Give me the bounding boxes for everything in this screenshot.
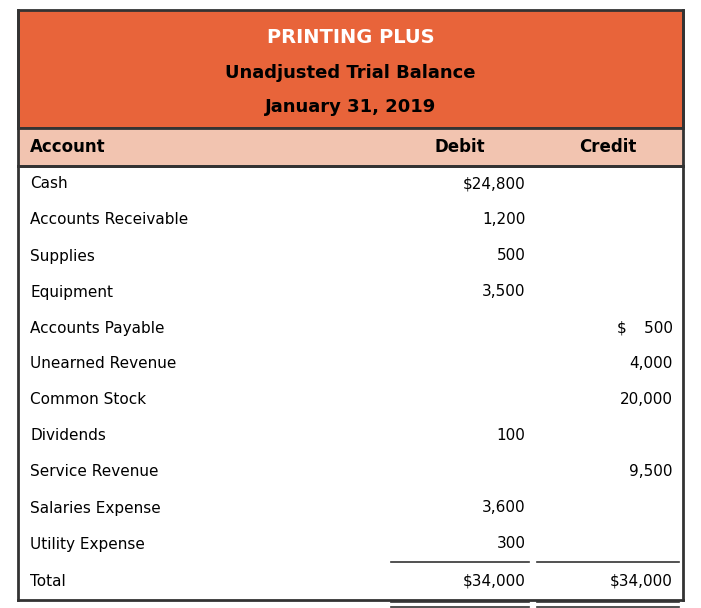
Text: $34,000: $34,000 [610,573,673,589]
Text: 300: 300 [496,536,525,551]
Text: Service Revenue: Service Revenue [30,465,158,480]
Bar [18,128,683,166]
Text: 3,500: 3,500 [482,285,525,300]
Text: 100: 100 [496,429,525,443]
Bar [18,166,683,600]
Bar [18,10,683,128]
Text: Dividends: Dividends [30,429,106,443]
Text: Credit: Credit [580,138,637,156]
Text: 9,500: 9,500 [629,465,673,480]
Text: Supplies: Supplies [30,249,95,263]
Text: Total: Total [30,573,66,589]
Text: $   500: $ 500 [617,320,673,336]
Text: Accounts Receivable: Accounts Receivable [30,213,189,227]
Text: Common Stock: Common Stock [30,393,146,407]
Text: Cash: Cash [30,176,67,192]
Text: 1,200: 1,200 [482,213,525,227]
Text: Unearned Revenue: Unearned Revenue [30,356,177,371]
Text: PRINTING PLUS: PRINTING PLUS [266,27,435,47]
Text: Debit: Debit [435,138,486,156]
Text: Equipment: Equipment [30,285,113,300]
Text: Unadjusted Trial Balance: Unadjusted Trial Balance [225,64,476,81]
Text: Utility Expense: Utility Expense [30,536,145,551]
Text: $24,800: $24,800 [463,176,525,192]
Text: Salaries Expense: Salaries Expense [30,500,161,516]
Text: January 31, 2019: January 31, 2019 [265,98,436,116]
Text: Accounts Payable: Accounts Payable [30,320,165,336]
Text: 3,600: 3,600 [482,500,525,516]
Text: 500: 500 [496,249,525,263]
Text: Account: Account [30,138,106,156]
Text: 4,000: 4,000 [629,356,673,371]
Text: $34,000: $34,000 [463,573,525,589]
Text: 20,000: 20,000 [620,393,673,407]
